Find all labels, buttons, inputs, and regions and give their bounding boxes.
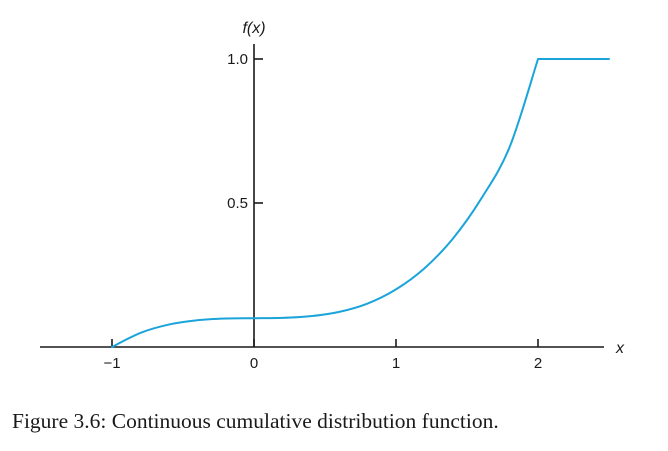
figure-caption: Figure 3.6: Continuous cumulative distri… xyxy=(12,409,499,433)
x-tick-label: 2 xyxy=(534,355,542,372)
x-tick-label: 1 xyxy=(392,355,400,372)
y-tick-label: 1.0 xyxy=(227,51,248,68)
cdf-series-line xyxy=(111,58,610,348)
y-axis-title: f(x) xyxy=(242,20,265,37)
y-tick-label: 0.5 xyxy=(227,195,248,212)
x-axis-title: x xyxy=(615,340,625,357)
x-tick-label: 0 xyxy=(250,355,258,372)
x-tick-label: −1 xyxy=(103,355,120,372)
plot-area: −1 0 1 2 0.5 1.0 x f(x) xyxy=(40,20,625,372)
